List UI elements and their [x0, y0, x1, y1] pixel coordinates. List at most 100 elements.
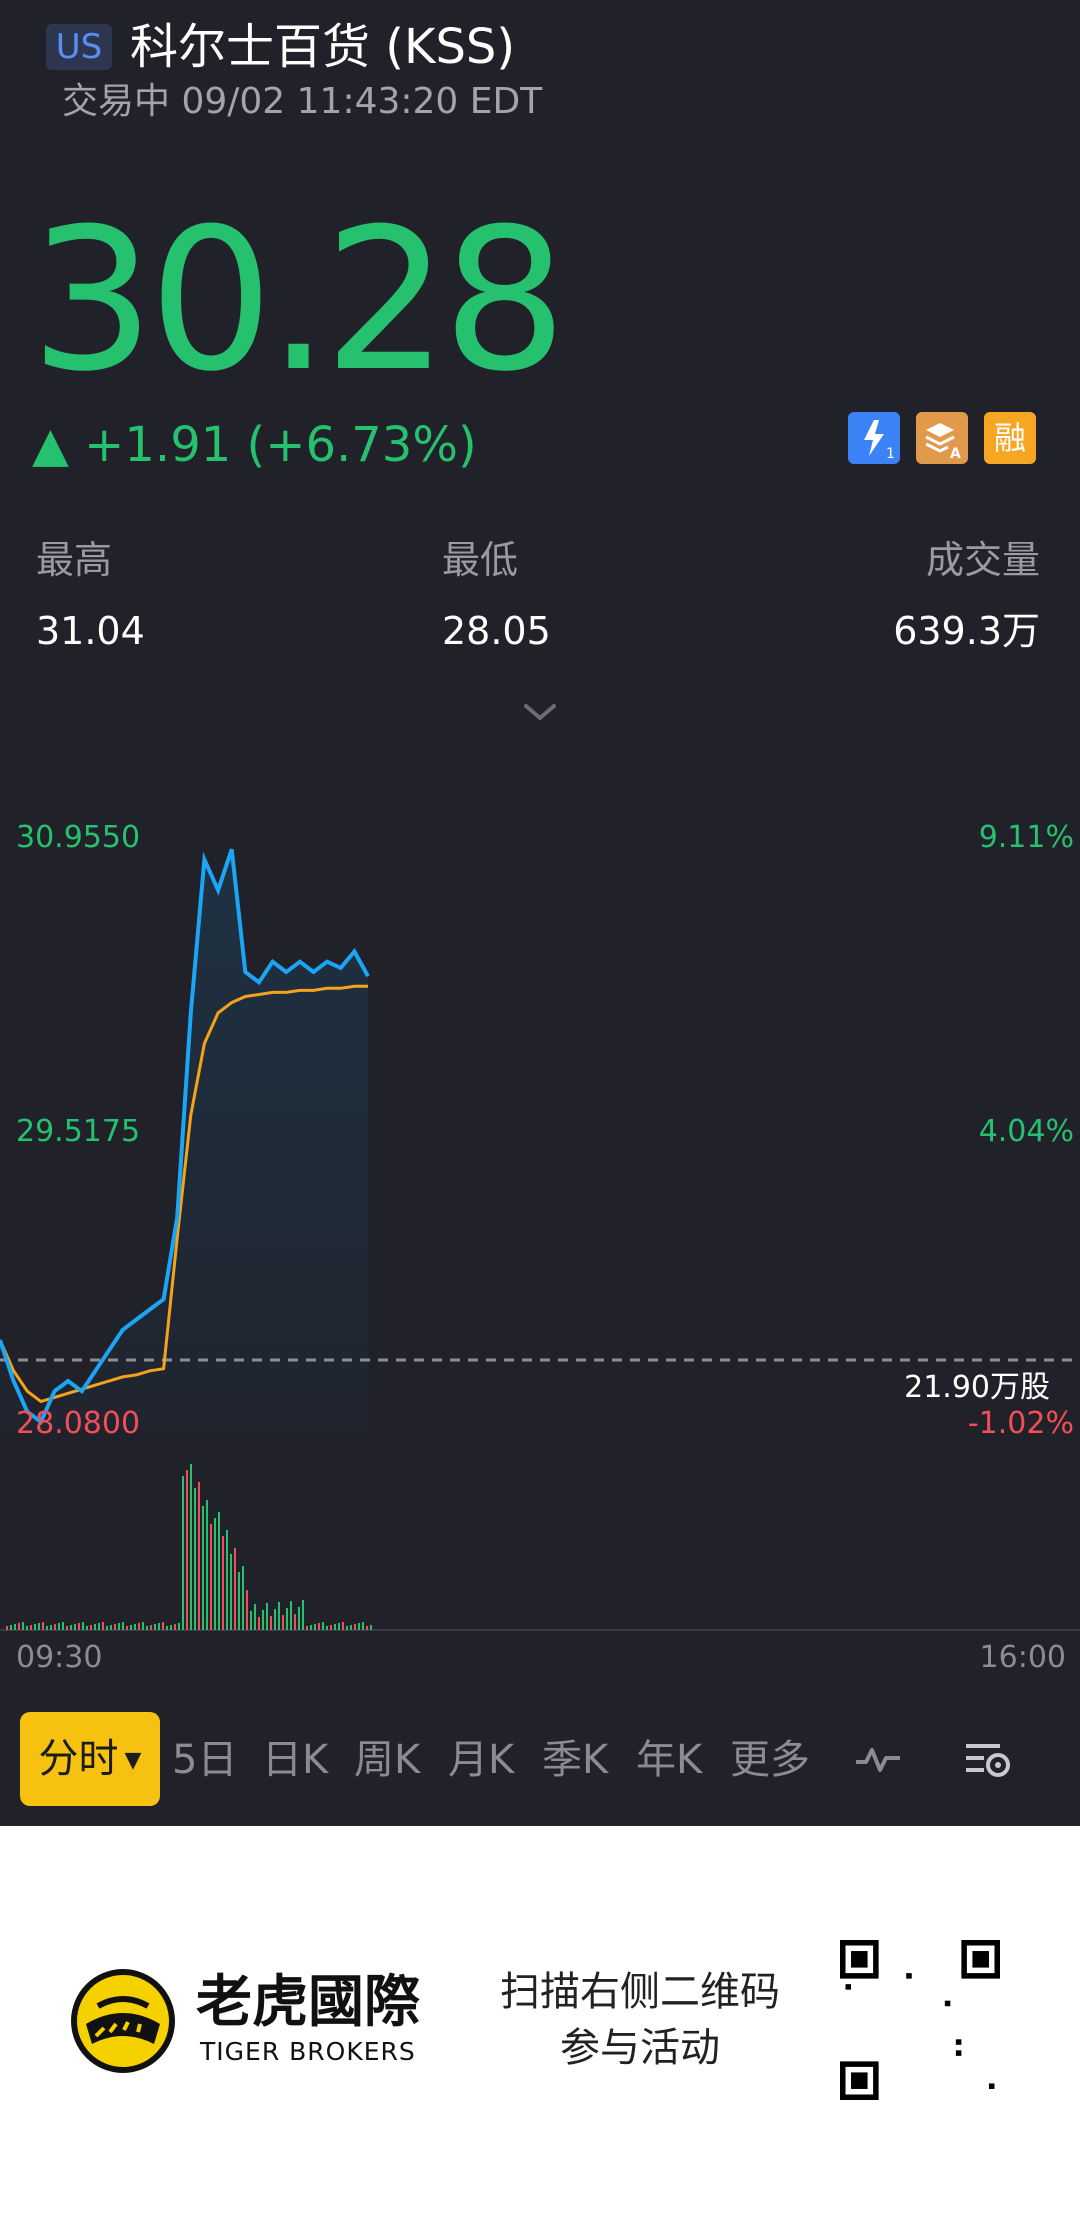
trading-status: 交易中 09/02 11:43:20 EDT: [62, 81, 543, 122]
volume-bar: [238, 1572, 240, 1630]
volume-bar: [106, 1626, 108, 1630]
volume-bar: [258, 1617, 260, 1630]
tab-weekly-k[interactable]: 周K: [354, 1737, 421, 1783]
tab-quarterly-k[interactable]: 季K: [542, 1737, 609, 1783]
volume-bar: [278, 1602, 280, 1630]
volume-bar: [318, 1623, 320, 1630]
volume-bar: [314, 1624, 316, 1630]
volume-bar: [334, 1624, 336, 1630]
margin-icon[interactable]: 融: [984, 412, 1036, 464]
volume-bar: [134, 1624, 136, 1630]
volume-bar: [178, 1623, 180, 1630]
volume-bar: [114, 1624, 116, 1630]
volume-bar: [330, 1625, 332, 1630]
chart-settings-icon[interactable]: [962, 1738, 1014, 1782]
volume-bar: [30, 1625, 32, 1630]
qr-module: [851, 1951, 868, 1968]
volume-bar: [182, 1476, 184, 1630]
indicator-icon[interactable]: [852, 1738, 904, 1780]
time-end-label: 16:00: [979, 1640, 1066, 1675]
volume-bar: [34, 1624, 36, 1630]
volume-bar: [310, 1625, 312, 1630]
price-line: [0, 848, 370, 1426]
tab-daily-k[interactable]: 日K: [262, 1737, 329, 1783]
volume-bar: [18, 1623, 20, 1630]
volume-bar: [70, 1625, 72, 1630]
volume-bar: [170, 1625, 172, 1630]
volume-bar: [90, 1625, 92, 1630]
volume-bar: [306, 1626, 308, 1630]
current-price: 30.28: [30, 187, 567, 415]
volume-bar: [22, 1622, 24, 1630]
volume-bar: [86, 1626, 88, 1630]
tab-yearly-k[interactable]: 年K: [636, 1737, 703, 1783]
volume-bar: [230, 1554, 232, 1630]
chevron-down-icon[interactable]: [520, 698, 560, 728]
dropdown-caret-icon: ▼: [124, 1748, 142, 1773]
promo-line-1: 扫描右侧二维码: [500, 1969, 780, 2015]
volume-bar: [190, 1464, 192, 1630]
y-axis-mid-price: 29.5175: [16, 1114, 141, 1149]
high-label: 最高: [36, 538, 113, 582]
qr-module: [906, 1973, 912, 1979]
lightning-level1-icon[interactable]: 1: [848, 412, 900, 464]
volume-bar: [42, 1622, 44, 1630]
volume-bar: [222, 1536, 224, 1630]
volume-bar: [346, 1626, 348, 1630]
low-label: 最低: [442, 538, 519, 582]
volume-bar: [282, 1615, 284, 1630]
volume-bar: [218, 1512, 220, 1630]
volume-bar: [350, 1625, 352, 1630]
tab-5day[interactable]: 5日: [172, 1737, 238, 1783]
time-start-label: 09:30: [16, 1640, 103, 1675]
qr-module: [955, 2050, 962, 2056]
volume-bar: [254, 1604, 256, 1630]
volume-bar: [234, 1548, 236, 1630]
volume-bar: [246, 1590, 248, 1630]
volume-bar: [146, 1626, 148, 1630]
volume-bar: [286, 1608, 288, 1630]
volume-bar: [326, 1626, 328, 1630]
volume-bar: [362, 1622, 364, 1630]
volume-bar: [14, 1624, 16, 1630]
volume-bar: [214, 1518, 216, 1630]
volume-bar: [158, 1623, 160, 1630]
promo-footer: [0, 1826, 1080, 2215]
qr-module: [972, 1951, 989, 1968]
volume-bar: [82, 1622, 84, 1630]
brand-name-en: TIGER BROKERS: [200, 2037, 416, 2066]
volume-bar: [50, 1625, 52, 1630]
volume-bar: [66, 1626, 68, 1630]
y-axis-mid-pct: 4.04%: [978, 1114, 1074, 1149]
volume-bar: [126, 1626, 128, 1630]
intraday-chart[interactable]: [0, 820, 1080, 1650]
promo-text: 扫描右侧二维码 参与活动: [480, 1964, 800, 2076]
volume-bar: [110, 1625, 112, 1630]
tab-monthly-k[interactable]: 月K: [448, 1737, 515, 1783]
volume-bar: [162, 1622, 164, 1630]
volume-bar: [58, 1623, 60, 1630]
layers-a-icon[interactable]: A: [916, 412, 968, 464]
tab-intraday[interactable]: 分时 ▼: [20, 1712, 160, 1806]
volume-bar: [142, 1622, 144, 1630]
volume-bar: [266, 1603, 268, 1630]
volume-bar: [210, 1524, 212, 1630]
qr-module: [845, 1984, 852, 1990]
tab-more[interactable]: 更多: [730, 1737, 808, 1783]
volume-max-label: 21.90万股: [904, 1370, 1050, 1405]
market-badge: US: [46, 24, 112, 70]
tab-intraday-label: 分时: [38, 1736, 119, 1782]
high-value: 31.04: [36, 609, 145, 653]
volume-bar: [54, 1624, 56, 1630]
volume-bar: [98, 1623, 100, 1630]
svg-text:A: A: [950, 446, 961, 462]
qr-module: [944, 2000, 951, 2007]
qr-module: [988, 2083, 995, 2089]
y-axis-top-price: 30.9550: [16, 820, 141, 855]
volume-bar: [78, 1623, 80, 1630]
average-price-line: [0, 984, 368, 1404]
volume-bar: [150, 1625, 152, 1630]
volume-bar: [298, 1607, 300, 1630]
price-change: ▲ +1.91 (+6.73%): [32, 417, 477, 473]
volume-label: 成交量: [925, 538, 1040, 582]
